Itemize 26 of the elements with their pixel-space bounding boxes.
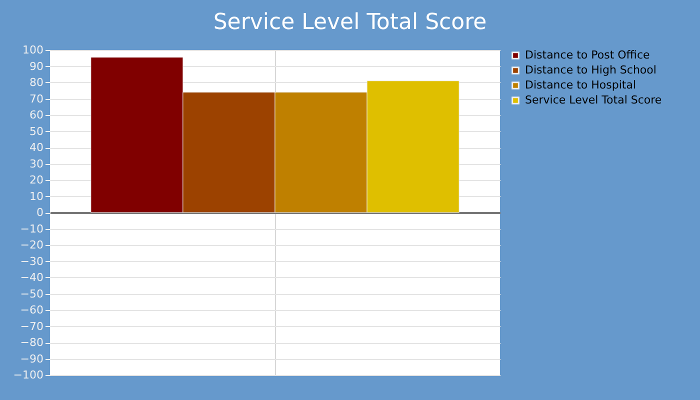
y-tick-label: −90 — [20, 352, 44, 366]
y-tick-label: −40 — [20, 271, 44, 284]
y-tick-label: 20 — [30, 174, 44, 186]
y-tick-label: 100 — [22, 44, 44, 56]
legend-label: Distance to Hospital — [525, 78, 636, 92]
y-tick-label: −60 — [20, 304, 44, 316]
y-tick-label: −20 — [20, 238, 44, 252]
y-tick-label: 30 — [30, 157, 44, 170]
y-tick-label: −10 — [20, 222, 44, 236]
y-tick-label: 10 — [30, 190, 44, 203]
y-tick-label: −70 — [20, 320, 44, 333]
legend-label: Distance to High School — [525, 64, 656, 76]
legend-label: Service Level Total Score — [525, 94, 662, 106]
y-tick-label: −50 — [20, 287, 44, 300]
chart-title: Service Level Total Score — [213, 10, 487, 35]
y-tick-label: −100 — [13, 368, 44, 382]
y-tick-label: 70 — [30, 92, 44, 106]
legend-label: Distance to Post Office — [525, 48, 650, 62]
y-tick-label: 40 — [30, 141, 44, 154]
y-tick-label: −30 — [20, 254, 44, 268]
y-tick-label: 80 — [30, 76, 44, 89]
y-tick-label: 0 — [36, 206, 44, 219]
y-tick-label: −80 — [20, 336, 44, 349]
y-tick-label: 50 — [30, 124, 44, 138]
y-tick-label: 90 — [30, 60, 44, 73]
y-tick-label: 60 — [30, 108, 44, 122]
